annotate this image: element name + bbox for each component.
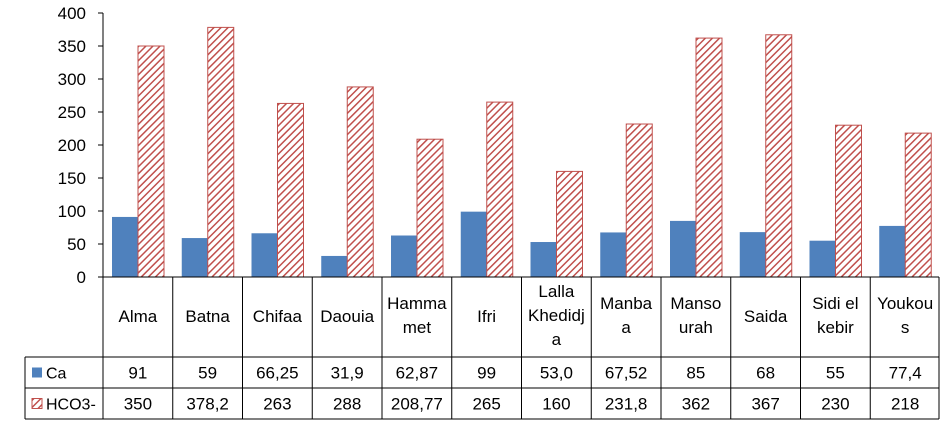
category-label: Batna	[185, 307, 230, 326]
series-name: Ca	[46, 366, 67, 383]
bar-ca-10	[809, 240, 836, 277]
data-label: 85	[686, 364, 705, 383]
category-label: Ifri	[477, 307, 496, 326]
y-tick-label: 50	[67, 235, 86, 254]
series-name: HCO3-	[46, 397, 96, 414]
category-label: Hamma met	[387, 294, 447, 337]
data-label: 378,2	[186, 395, 229, 414]
bar-hco3-10	[835, 124, 862, 278]
data-label: 68	[756, 364, 775, 383]
y-tick-label: 0	[77, 268, 86, 287]
legend-key-hco3	[31, 398, 43, 409]
bars-layer	[112, 26, 932, 278]
bar-ca-0	[112, 216, 138, 277]
data-label: 62,87	[396, 364, 439, 383]
data-label: 230	[821, 395, 849, 414]
bar-hco3-0	[137, 45, 165, 278]
category-label: Manba a	[600, 294, 653, 337]
y-tick-label: 350	[58, 37, 86, 56]
bar-ca-3	[321, 255, 348, 277]
data-label: 350	[124, 395, 152, 414]
data-label: 67,52	[605, 364, 648, 383]
data-label: 66,25	[256, 364, 299, 383]
bar-hco3-2	[277, 102, 304, 278]
y-tick-label: 150	[58, 169, 86, 188]
bar-ca-6	[530, 242, 557, 277]
data-label: 218	[891, 395, 919, 414]
data-table: Alma Batna Chifaa Daouia Hamma met Ifri Lalla Kh…	[24, 276, 940, 420]
data-label: 31,9	[331, 364, 364, 383]
data-label: 59	[198, 364, 217, 383]
category-label: Lalla Khedidj a	[528, 282, 585, 349]
data-label: 231,8	[605, 395, 648, 414]
category-label: Sidi el kebir	[812, 294, 858, 337]
bar-ca-11	[879, 225, 906, 277]
bar-hco3-7	[625, 123, 653, 278]
bar-ca-5	[460, 211, 487, 277]
category-label: Manso urah	[670, 294, 721, 337]
bar-hco3-1	[207, 26, 235, 278]
category-label: Saida	[744, 307, 788, 326]
data-label: 99	[477, 364, 496, 383]
legend-key-ca	[32, 367, 42, 378]
data-label: 53,0	[540, 364, 573, 383]
category-label: Daouia	[320, 307, 374, 326]
bar-hco3-3	[346, 86, 374, 278]
data-label: 55	[826, 364, 845, 383]
data-label: 362	[682, 395, 710, 414]
category-label: Alma	[119, 307, 158, 326]
data-label: 367	[751, 395, 779, 414]
y-tick-label: 250	[58, 103, 86, 122]
bar-ca-7	[600, 232, 627, 277]
category-label: Youkou s	[877, 294, 933, 337]
bar-hco3-8	[695, 37, 723, 278]
data-label: 263	[263, 395, 291, 414]
data-label: 160	[542, 395, 570, 414]
bar-hco3-11	[904, 132, 932, 278]
bar-hco3-5	[486, 101, 514, 278]
y-axis: 0 50 100 150 200 250 300 350 400	[58, 4, 104, 287]
data-label: 288	[333, 395, 361, 414]
category-label: Chifaa	[253, 307, 303, 326]
bar-ca-8	[670, 220, 696, 277]
y-tick-label: 400	[58, 4, 86, 23]
data-label: 91	[128, 364, 147, 383]
y-tick-label: 100	[58, 202, 86, 221]
data-label: 265	[472, 395, 500, 414]
data-label: 77,4	[889, 364, 922, 383]
bar-ca-4	[391, 235, 417, 277]
bar-hco3-6	[556, 170, 583, 278]
bar-ca-1	[181, 238, 208, 277]
bar-ca-9	[739, 232, 766, 277]
bar-ca-2	[251, 233, 278, 277]
y-tick-label: 300	[58, 70, 86, 89]
y-tick-label: 200	[58, 136, 86, 155]
bar-hco3-9	[765, 34, 793, 278]
data-label: 208,77	[391, 395, 443, 414]
bar-hco3-4	[416, 138, 444, 278]
